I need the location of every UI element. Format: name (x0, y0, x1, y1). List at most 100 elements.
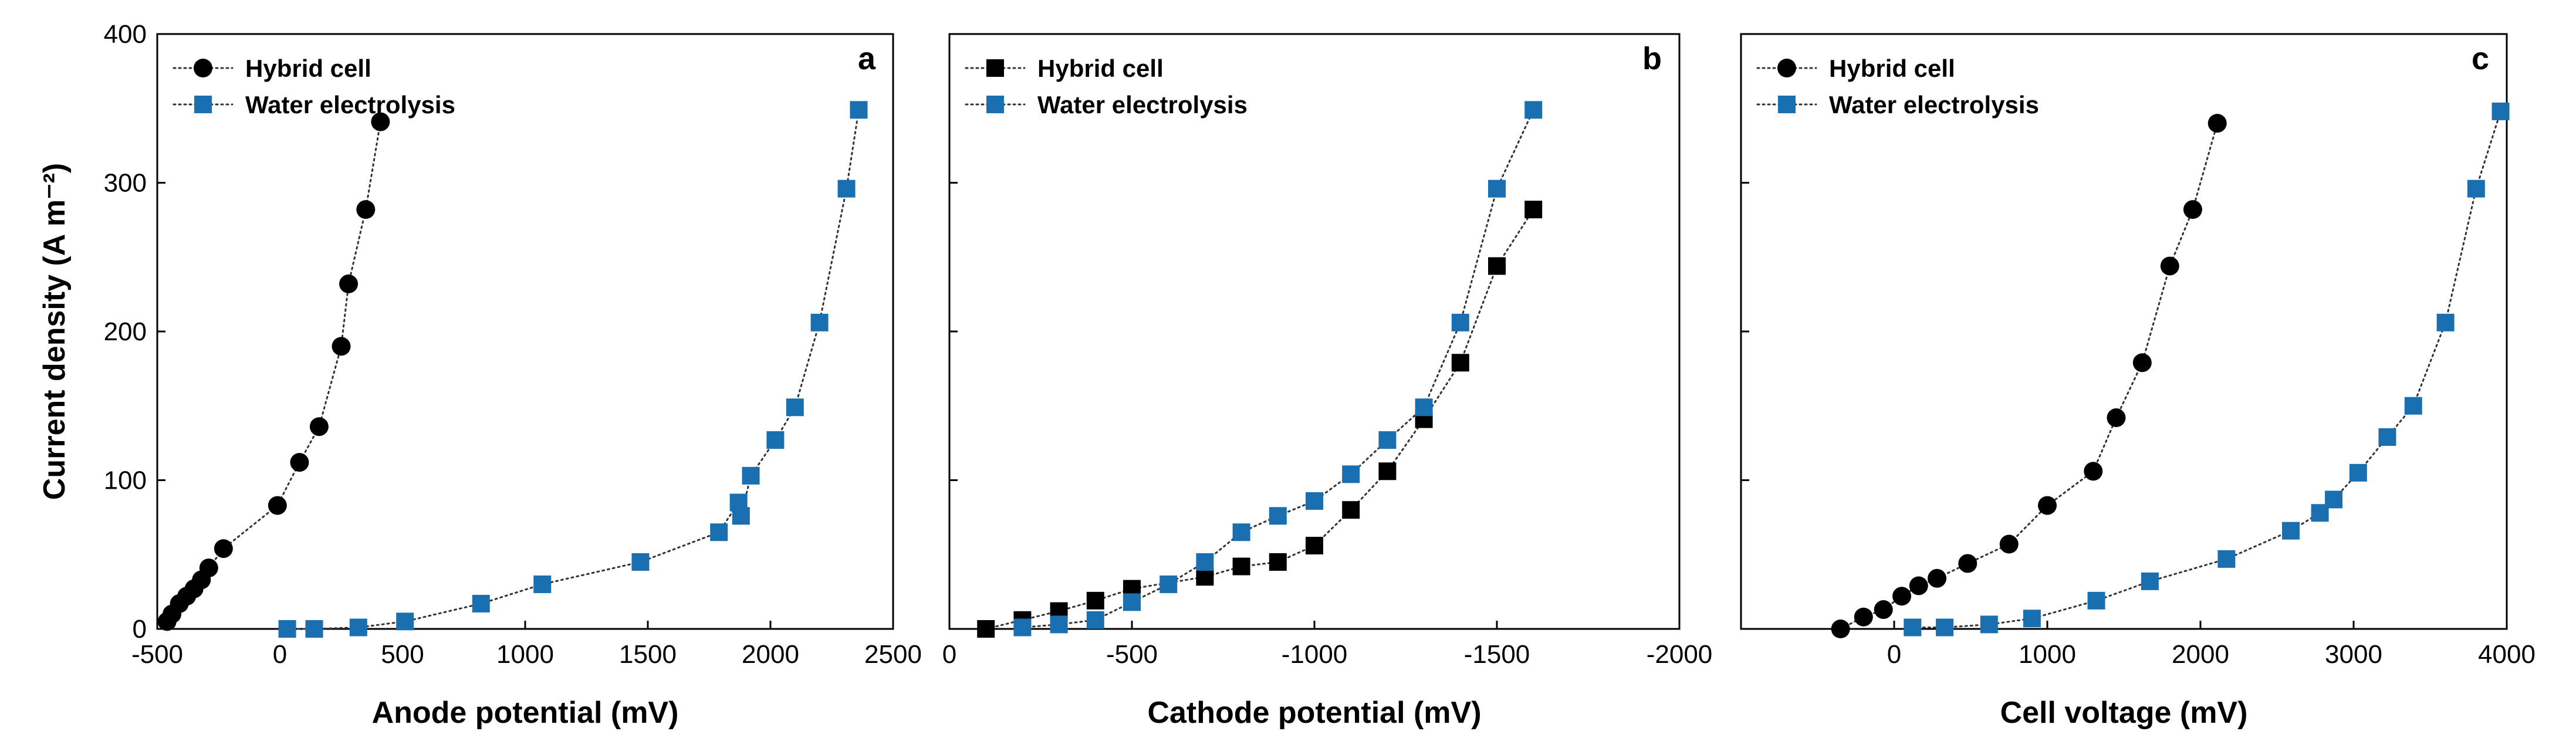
data-point (1342, 465, 1360, 483)
data-point (1999, 534, 2019, 554)
series-hybrid-cell: Hybrid cell (965, 55, 1543, 638)
data-point (1232, 523, 1250, 541)
data-point (1086, 591, 1104, 610)
series-water-electrolysis: Water electrolysis (173, 91, 868, 638)
series-line (166, 121, 381, 622)
data-point (2217, 550, 2236, 568)
series-hybrid-cell: Hybrid cell (1756, 55, 2227, 638)
data-point (1342, 501, 1360, 519)
data-point (1306, 492, 1323, 510)
series-hybrid-cell: Hybrid cell (157, 55, 390, 631)
data-point (1306, 537, 1323, 555)
data-point (309, 417, 329, 436)
legend-label: Water electrolysis (1829, 91, 2039, 119)
chart-panel-b: 0 -500 -1000 -1500 -2000 Cathode potential (m… (942, 33, 1712, 730)
data-point (732, 507, 750, 525)
data-point (1904, 618, 1922, 637)
plot-frame (156, 33, 894, 630)
data-point (2207, 114, 2227, 133)
panel-letter: c (2472, 41, 2489, 76)
x-tick-label: -500 (131, 640, 183, 669)
data-point (472, 594, 490, 612)
series-water-electrolysis: Water electrolysis (965, 91, 1543, 637)
data-point (1524, 101, 1543, 119)
x-tick-label: -1500 (1464, 640, 1530, 669)
legend-marker (1778, 96, 1796, 113)
data-point (1451, 354, 1469, 372)
y-axis-title: Current density (A m⁻²) (38, 163, 72, 500)
x-tick-label: 500 (381, 640, 424, 669)
data-point (356, 200, 376, 219)
data-point (1196, 568, 1214, 586)
x-tick-label: 2000 (742, 640, 799, 669)
data-point (2467, 180, 2485, 198)
x-tick-label: 1000 (2019, 640, 2076, 669)
data-point (2325, 490, 2343, 509)
data-point (2160, 256, 2179, 276)
data-point (2378, 428, 2396, 446)
data-point (837, 180, 856, 198)
data-point (1892, 587, 1912, 606)
data-point (2281, 522, 2300, 540)
panel-letter: a (858, 41, 876, 76)
data-point (1524, 201, 1543, 219)
legend-marker (1777, 59, 1796, 77)
data-point (332, 337, 351, 356)
y-tick-label: 400 (104, 20, 147, 49)
legend-marker (194, 96, 212, 113)
data-point (1086, 611, 1104, 629)
data-point (278, 620, 296, 638)
data-point (1854, 607, 1873, 627)
data-point (349, 618, 367, 637)
data-point (1451, 313, 1469, 331)
series-line (1911, 110, 2502, 628)
legend-label: Hybrid cell (1037, 55, 1164, 82)
data-point (1831, 620, 1850, 638)
legend-label: Hybrid cell (1829, 55, 1955, 82)
data-point (2107, 408, 2126, 428)
data-point (742, 466, 760, 485)
y-tick-label: 200 (104, 317, 147, 346)
legend-marker (986, 96, 1004, 113)
data-point (1378, 462, 1397, 480)
data-point (1928, 568, 1947, 588)
data-point (1909, 576, 1928, 595)
data-point (631, 553, 650, 571)
data-point (1196, 553, 1214, 571)
data-point (2023, 610, 2041, 628)
data-point (1050, 615, 1068, 634)
data-point (2404, 397, 2422, 415)
data-point (1488, 257, 1506, 275)
data-point (199, 559, 218, 578)
series-water-electrolysis: Water electrolysis (1756, 91, 2510, 637)
data-point (2436, 313, 2455, 331)
y-tick-label: 0 (133, 615, 147, 644)
legend-label: Water electrolysis (1037, 91, 1248, 119)
legend-marker (194, 59, 212, 77)
data-point (268, 496, 287, 515)
data-point (2349, 463, 2367, 482)
chart-panel-c: 0 1000 2000 3000 4000 Cell voltage (mV) c Hybri… (1740, 33, 2536, 730)
chart-panel-a: -500 0 500 1000 1500 2000 25000100200300400Ano… (38, 20, 922, 730)
data-point (1980, 615, 1998, 634)
x-tick-label: 0 (942, 640, 956, 669)
data-point (1269, 553, 1287, 571)
x-axis-title: Cell voltage (mV) (2000, 696, 2248, 730)
data-point (766, 431, 785, 449)
x-tick-label: 3000 (2325, 640, 2382, 669)
panel-letter: b (1642, 41, 1662, 76)
plot-frame (1740, 33, 2508, 630)
data-point (1159, 575, 1178, 593)
data-point (1123, 593, 1141, 611)
data-point (977, 620, 995, 638)
data-point (214, 539, 233, 559)
data-point (2084, 462, 2103, 481)
y-tick-label: 100 (104, 466, 147, 495)
data-point (1958, 554, 1977, 573)
x-tick-label: 0 (1887, 640, 1901, 669)
series-line (286, 109, 860, 630)
data-point (1415, 398, 1433, 417)
data-point (786, 398, 804, 417)
x-axis-title: Cathode potential (mV) (1147, 696, 1481, 730)
x-tick-label: 1500 (619, 640, 677, 669)
